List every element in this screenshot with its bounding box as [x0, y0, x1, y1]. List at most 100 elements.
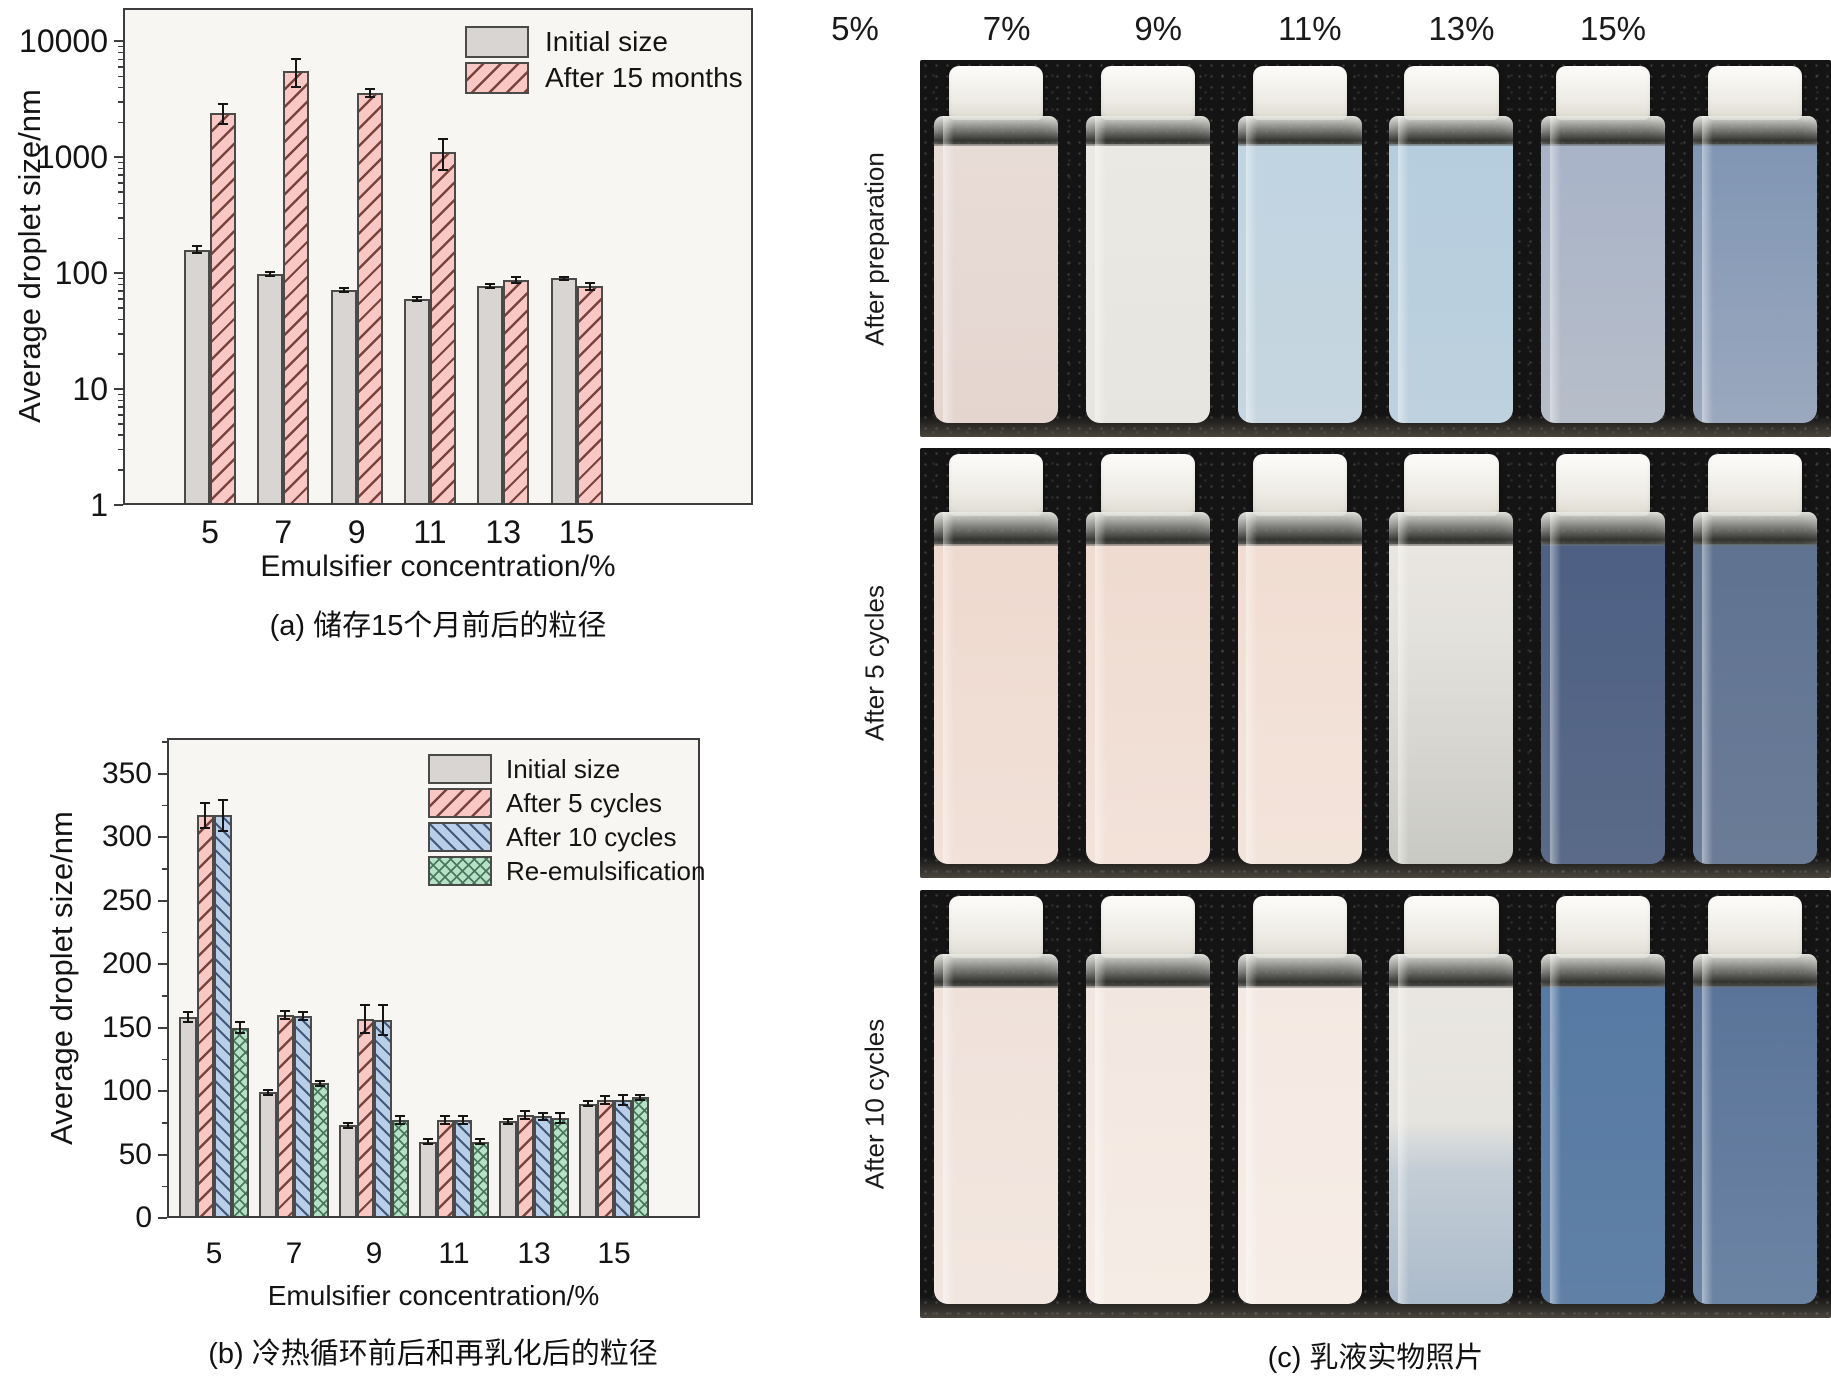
vial-cap — [1100, 896, 1195, 958]
error-bar — [441, 139, 444, 171]
vial-cap — [948, 896, 1044, 958]
error-bar-cap — [235, 1031, 246, 1034]
error-bar-cap — [395, 1123, 406, 1126]
vial-glass — [1085, 116, 1210, 423]
error-bar-cap — [437, 169, 448, 172]
error-bar-cap — [422, 1138, 433, 1141]
error-bar — [506, 1118, 509, 1125]
bar-after-15-months — [210, 113, 236, 505]
error-bar-cap — [364, 95, 375, 98]
vial-11- — [1389, 454, 1514, 864]
error-bar-cap — [280, 1017, 291, 1020]
error-bar — [196, 246, 198, 253]
vial-neck — [1541, 954, 1666, 988]
x-tick-label: 9 — [365, 1237, 383, 1270]
legend-swatch-after-5-cycles — [428, 788, 492, 818]
error-bar-cap — [360, 1003, 371, 1006]
error-bar-cap — [558, 279, 569, 282]
vial-cap — [1100, 454, 1195, 516]
error-bar — [399, 1116, 402, 1125]
caption-a: (a) 储存15个月前后的粒径 — [269, 610, 607, 642]
bar-initial-size — [499, 1121, 517, 1218]
error-bar — [588, 283, 591, 290]
y-axis-minor-tick — [118, 283, 123, 286]
plot-frame — [167, 738, 700, 1218]
y-axis-minor-tick — [118, 333, 123, 335]
y-tick-label: 10 — [72, 371, 108, 408]
error-bar — [269, 272, 272, 277]
vial-9- — [1237, 66, 1362, 423]
y-axis-minor-tick — [118, 167, 123, 170]
caption-b: (b) 冷热循环前后和再乳化后的粒径 — [208, 1338, 658, 1370]
y-axis-minor-tick — [162, 741, 167, 743]
vial-cap — [948, 66, 1044, 120]
vial-5- — [934, 454, 1058, 864]
vial-liquid — [1693, 986, 1818, 1304]
vial-glass — [1237, 116, 1362, 423]
legend-label-initial-size: Initial size — [506, 754, 621, 784]
error-bar — [489, 284, 492, 289]
error-bar-cap — [422, 1143, 433, 1146]
bar-after-15-months — [576, 286, 603, 505]
error-bar-cap — [291, 58, 302, 61]
vial-neck — [1693, 116, 1818, 146]
vial-liquid — [1085, 544, 1210, 864]
x-axis-title: Emulsifier concentration/% — [267, 1280, 600, 1311]
x-tick-label: 5 — [205, 1237, 223, 1270]
vial-liquid — [1389, 544, 1514, 864]
bar-re-emulsification — [231, 1027, 249, 1218]
bar-initial-size — [403, 298, 430, 505]
error-bar — [559, 1112, 562, 1123]
legend-label-after-15-months: After 15 months — [545, 62, 743, 93]
vial-15- — [1693, 896, 1818, 1304]
vial-cap — [1404, 896, 1499, 958]
error-bar-cap — [600, 1102, 611, 1105]
error-bar-cap — [338, 286, 349, 289]
legend-label-after-10-cycles: After 10 cycles — [506, 822, 677, 852]
error-bar-cap — [511, 275, 522, 278]
error-bar — [415, 297, 418, 301]
error-bar-cap — [297, 1011, 308, 1014]
row-label-after-5-cycles: After 5 cycles — [859, 584, 890, 742]
y-axis-minor-tick — [118, 86, 123, 89]
error-bar-cap — [440, 1115, 451, 1118]
y-axis-minor-tick — [118, 393, 123, 396]
error-bar-cap — [617, 1103, 628, 1106]
error-bar-cap — [558, 275, 569, 278]
bar-re-emulsification — [631, 1097, 649, 1218]
y-axis-minor-tick — [118, 45, 123, 48]
vial-liquid — [934, 986, 1058, 1304]
vial-cap — [1404, 66, 1499, 120]
error-bar — [461, 1116, 464, 1125]
column-label-13-: 13% — [1428, 10, 1495, 47]
x-tick-label: 5 — [201, 514, 219, 550]
error-bar-cap — [395, 1115, 406, 1118]
bar-after-10-cycles — [294, 1016, 312, 1218]
y-axis-tick — [158, 1090, 167, 1093]
y-tick-label: 250 — [101, 883, 152, 917]
y-axis-minor-tick — [118, 161, 123, 164]
y-axis-minor-tick — [118, 66, 123, 68]
photo-strip-after-preparation — [920, 60, 1831, 437]
error-bar-cap — [235, 1021, 246, 1024]
y-axis-minor-tick — [118, 434, 123, 436]
vial-liquid — [1693, 144, 1818, 423]
error-bar-cap — [537, 1119, 548, 1122]
error-bar-cap — [297, 1018, 308, 1021]
legend-swatch-initial-size — [465, 26, 529, 58]
vial-neck — [1541, 512, 1666, 546]
x-tick-label: 15 — [558, 514, 595, 550]
error-bar — [239, 1022, 242, 1033]
vial-cap — [1708, 896, 1803, 958]
error-bar — [186, 1012, 189, 1023]
bar-initial-size — [257, 274, 284, 505]
vial-glass — [1541, 116, 1666, 423]
bar-after-15-months — [283, 71, 310, 505]
y-axis-minor-tick — [118, 51, 123, 54]
y-tick-label: 10000 — [19, 23, 108, 60]
vial-liquid — [1237, 986, 1362, 1304]
error-bar-cap — [218, 123, 228, 126]
vial-glass — [1541, 954, 1666, 1304]
error-bar-cap — [411, 299, 422, 302]
y-axis-tick — [114, 388, 123, 391]
